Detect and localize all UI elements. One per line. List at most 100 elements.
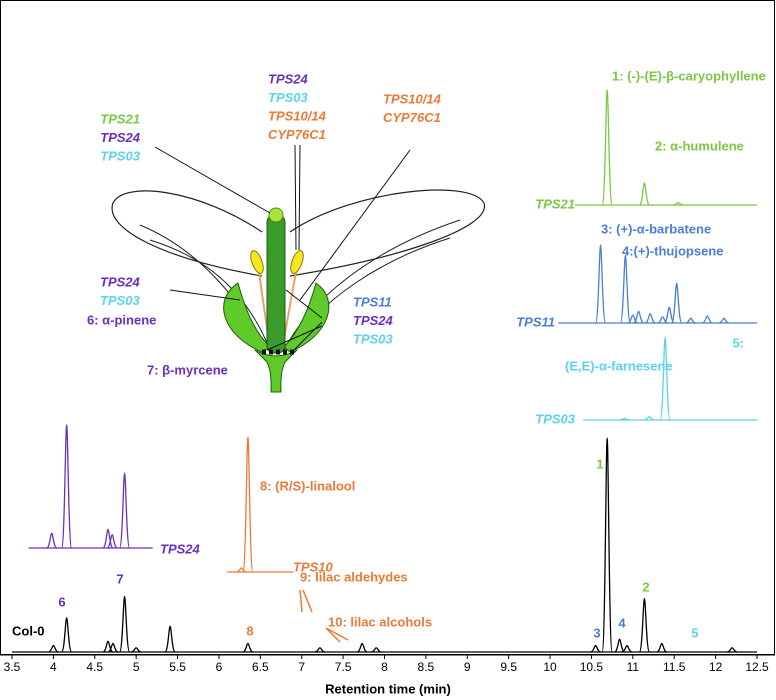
- compound-label: 7: β-myrcene: [147, 362, 228, 377]
- petal: [289, 189, 485, 277]
- peak: [718, 317, 730, 324]
- peak: [671, 282, 683, 324]
- peak: [371, 647, 382, 653]
- peak-label: 3: [593, 625, 600, 640]
- peak-label: 7: [116, 571, 123, 586]
- x-tick-label: 7.5: [335, 660, 352, 674]
- x-tick-label: 12: [709, 660, 723, 674]
- compound-label: 1: (-)-(E)-β-caryophyllene: [612, 68, 766, 83]
- gene-label: TPS03: [100, 148, 141, 163]
- sepal: [283, 282, 330, 353]
- peak: [242, 642, 254, 653]
- peak: [314, 647, 326, 653]
- stigma: [268, 207, 284, 223]
- x-tick-label: 10: [543, 660, 557, 674]
- x-tick-label: 9.5: [500, 660, 517, 674]
- x-tick-label: 11.5: [663, 660, 686, 674]
- compound-label: 8: (R/S)-linalool: [260, 478, 355, 493]
- peak: [644, 312, 656, 324]
- peak: [118, 595, 131, 653]
- flower: [111, 144, 485, 393]
- peak: [659, 336, 671, 421]
- peak-label: 4: [618, 615, 626, 630]
- gene-label: TPS24: [100, 274, 141, 289]
- peak: [131, 647, 142, 653]
- compound-label: 6: α-pinene: [87, 312, 156, 327]
- gene-label: CYP76C1: [383, 110, 441, 125]
- compound-label: 9: lilac aldehydes: [300, 569, 408, 584]
- pointer-line: [154, 144, 411, 351]
- gene-label: TPS24: [353, 313, 394, 328]
- gene-label: TPS24: [268, 71, 309, 86]
- peak: [727, 647, 738, 653]
- peak: [60, 617, 73, 653]
- peak-label: 8: [246, 623, 253, 638]
- x-tick-label: 4: [50, 660, 57, 674]
- peak: [106, 533, 118, 549]
- x-tick-label: 12.5: [745, 660, 769, 674]
- gene-label: TPS03: [268, 90, 309, 105]
- peak: [644, 416, 655, 421]
- trace-name: TPS03: [535, 411, 576, 426]
- gene-label: TPS03: [353, 331, 394, 346]
- peak: [107, 642, 119, 653]
- gene-label: TPS10/14: [383, 91, 442, 106]
- peak: [164, 625, 176, 653]
- peak: [673, 202, 684, 206]
- gene-label: TPS11: [353, 294, 392, 309]
- peak: [46, 532, 58, 549]
- peak: [60, 424, 73, 549]
- x-tick-label: 3.5: [4, 660, 21, 674]
- peak: [638, 597, 651, 653]
- peak-label: 2: [642, 579, 649, 594]
- anther: [250, 250, 264, 274]
- peak: [601, 89, 613, 206]
- pointer-line: [299, 589, 349, 643]
- trace-name: Col-0: [12, 623, 45, 638]
- trace-name: TPS11: [516, 314, 555, 329]
- x-tick-label: 7: [298, 660, 305, 674]
- peak: [663, 306, 675, 324]
- x-tick-label: 5: [133, 660, 140, 674]
- peak: [356, 642, 368, 653]
- compound-label: 10: lilac alcohols: [328, 614, 432, 629]
- peak: [601, 437, 613, 653]
- peak: [48, 644, 59, 653]
- trace-name: TPS10: [293, 559, 334, 574]
- anther: [290, 250, 304, 274]
- compound-label: (E,E)-α-farnesene: [565, 358, 673, 373]
- trace-name: TPS21: [535, 196, 575, 211]
- petal: [111, 190, 263, 277]
- sepal: [223, 282, 271, 353]
- gene-label: CYP76C1: [268, 127, 326, 142]
- stem: [254, 349, 298, 393]
- peak: [614, 638, 625, 653]
- x-tick-label: 8: [381, 660, 388, 674]
- gene-label: TPS03: [100, 293, 141, 308]
- peak: [236, 567, 247, 573]
- peak: [656, 642, 668, 653]
- x-tick-label: 6.5: [252, 660, 269, 674]
- pistil: [266, 214, 286, 354]
- gene-label: TPS10/14: [268, 108, 327, 123]
- gene-label: TPS21: [100, 111, 140, 126]
- peak: [621, 644, 633, 653]
- peak: [619, 417, 630, 421]
- peak: [638, 182, 651, 206]
- x-tick-label: 6: [216, 660, 223, 674]
- peak-label: 5: [691, 625, 698, 640]
- x-tick-label: 8.5: [418, 660, 435, 674]
- peak: [118, 472, 131, 549]
- x-tick-label: 4.5: [86, 660, 103, 674]
- x-axis-label: Retention time (min): [325, 681, 451, 696]
- peak: [102, 528, 114, 549]
- x-tick-label: 10.5: [580, 660, 604, 674]
- peak: [685, 317, 696, 324]
- gene-label: TPS24: [100, 130, 141, 145]
- compound-label: 5:: [732, 335, 744, 350]
- compound-label: 3: (+)-α-barbatene: [601, 221, 711, 236]
- peak: [590, 644, 601, 653]
- peak-label: 1: [596, 456, 603, 471]
- x-tick-label: 9: [464, 660, 471, 674]
